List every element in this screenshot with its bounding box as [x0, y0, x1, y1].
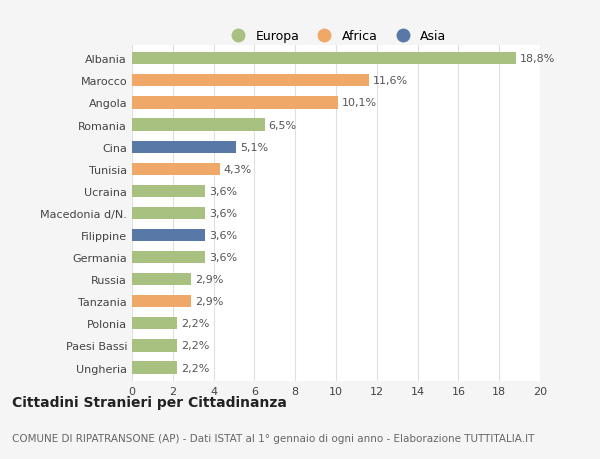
Bar [132, 53, 515, 65]
Bar [132, 141, 236, 153]
Bar [132, 296, 191, 308]
Text: COMUNE DI RIPATRANSONE (AP) - Dati ISTAT al 1° gennaio di ogni anno - Elaborazio: COMUNE DI RIPATRANSONE (AP) - Dati ISTAT… [12, 433, 535, 442]
Bar [132, 163, 220, 175]
Text: 2,2%: 2,2% [181, 319, 209, 329]
Bar [132, 252, 205, 263]
Text: 2,9%: 2,9% [195, 297, 224, 307]
Bar [132, 230, 205, 241]
Text: Cittadini Stranieri per Cittadinanza: Cittadini Stranieri per Cittadinanza [12, 395, 287, 409]
Text: 3,6%: 3,6% [209, 252, 238, 263]
Text: 18,8%: 18,8% [520, 54, 555, 64]
Text: 10,1%: 10,1% [342, 98, 377, 108]
Bar [132, 362, 177, 374]
Text: 2,2%: 2,2% [181, 341, 209, 351]
Legend: Europa, Africa, Asia: Europa, Africa, Asia [221, 25, 452, 48]
Bar [132, 119, 265, 131]
Text: 5,1%: 5,1% [240, 142, 268, 152]
Text: 6,5%: 6,5% [269, 120, 297, 130]
Bar [132, 185, 205, 197]
Text: 3,6%: 3,6% [209, 186, 238, 196]
Bar [132, 274, 191, 285]
Text: 3,6%: 3,6% [209, 208, 238, 218]
Bar [132, 75, 368, 87]
Text: 3,6%: 3,6% [209, 230, 238, 241]
Bar [132, 97, 338, 109]
Bar [132, 318, 177, 330]
Bar [132, 340, 177, 352]
Text: 11,6%: 11,6% [373, 76, 408, 86]
Text: 4,3%: 4,3% [224, 164, 252, 174]
Bar [132, 207, 205, 219]
Text: 2,9%: 2,9% [195, 274, 224, 285]
Text: 2,2%: 2,2% [181, 363, 209, 373]
